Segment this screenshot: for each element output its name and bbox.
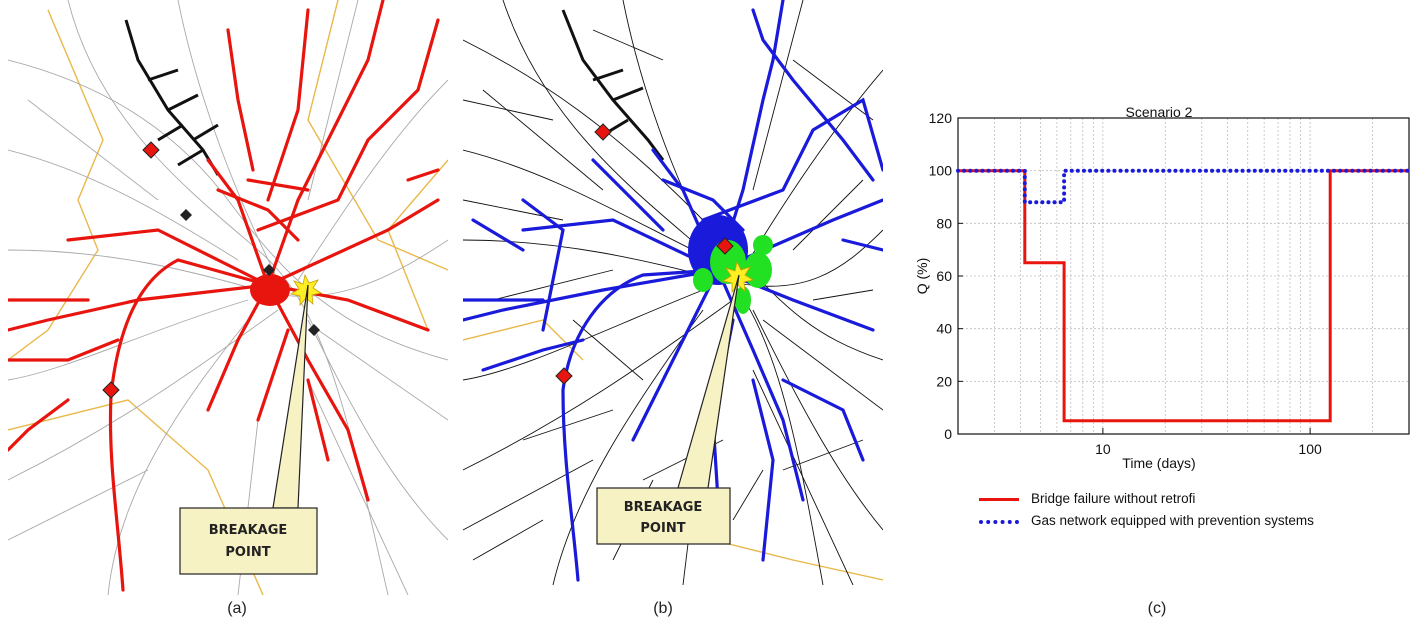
chart-title: Scenario 2 — [1126, 104, 1193, 120]
map-a: BREAKAGE POINT — [8, 0, 448, 595]
y-tick-label: 20 — [936, 373, 952, 389]
callout-b: BREAKAGE POINT — [596, 274, 740, 545]
x-ticks: 10 100 — [1095, 428, 1322, 457]
map-b: BREAKAGE POINT — [463, 0, 883, 585]
legend-swatch-0 — [979, 498, 1019, 501]
y-axis-label: Q (%) — [914, 258, 930, 295]
legend-label-1: Gas network equipped with prevention sys… — [1031, 513, 1314, 528]
panel-label-a: (a) — [227, 600, 247, 617]
x-tick-label: 10 — [1095, 441, 1111, 457]
panel-label-c: (c) — [1147, 600, 1167, 617]
panel-label-b: (b) — [653, 600, 673, 617]
y-ticks: 0 20 40 60 80 100 120 — [929, 110, 963, 442]
y-tick-label: 100 — [929, 163, 953, 179]
y-tick-label: 40 — [936, 321, 952, 337]
boundary-lines-b — [463, 319, 883, 581]
y-tick-label: 120 — [929, 110, 953, 126]
series-line-0 — [958, 169, 1409, 423]
x-axis-label: Time (days) — [1122, 455, 1195, 471]
legend-label-0: Bridge failure without retrofi — [1031, 491, 1196, 506]
valve-markers-b — [555, 123, 734, 385]
callout-a: BREAKAGE POINT — [179, 284, 318, 575]
legend-swatch-1 — [979, 520, 1019, 524]
panel-b: BREAKAGE POINT — [463, 0, 883, 600]
chart-grid — [958, 118, 1409, 434]
road-network-b — [463, 0, 883, 585]
series-line-1 — [956, 168, 1410, 205]
valve-markers-a — [102, 141, 320, 399]
road-network-a — [8, 0, 448, 595]
y-tick-label: 60 — [936, 268, 952, 284]
y-tick-label: 80 — [936, 215, 952, 231]
callout-b-line2: POINT — [640, 521, 685, 536]
series-layer — [956, 168, 1410, 423]
callout-a-line1: BREAKAGE — [209, 523, 288, 538]
x-tick-label: 100 — [1298, 441, 1322, 457]
gas-main-a — [124, 19, 220, 176]
y-tick-label: 0 — [944, 426, 952, 442]
callout-b-line1: BREAKAGE — [624, 500, 703, 515]
callout-a-line2: POINT — [225, 545, 270, 560]
damaged-core-a — [250, 274, 290, 306]
panel-a: BREAKAGE POINT — [8, 0, 448, 600]
boundary-lines-a — [8, 0, 448, 595]
chart-c: Scenario 2 0 20 40 60 80 100 120 10 100 Q (%) T… — [914, 104, 1410, 471]
